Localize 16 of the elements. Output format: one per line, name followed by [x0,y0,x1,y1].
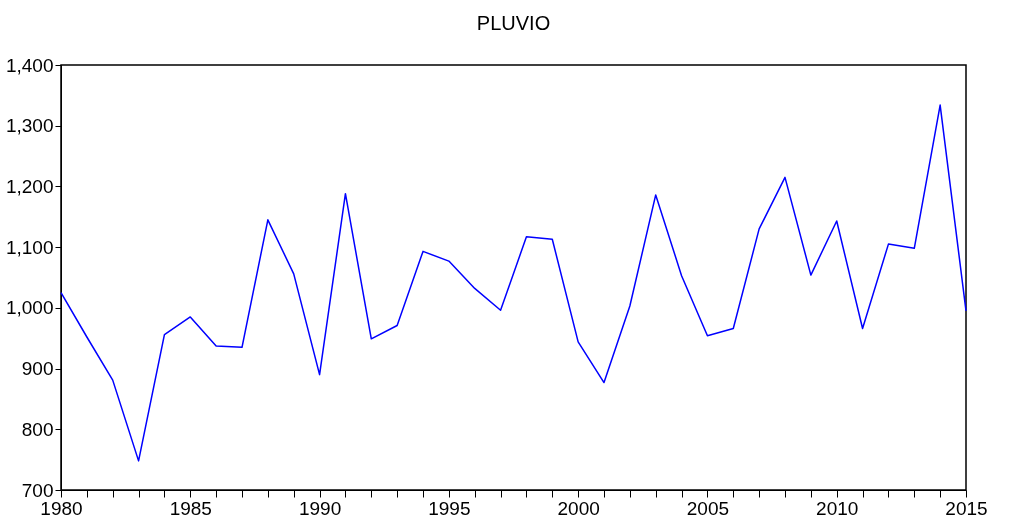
y-tick-label: 1,200 [5,175,54,197]
x-tick-label: 2015 [945,497,988,519]
x-tick-label: 2010 [816,497,859,519]
chart-title: PLUVIO [476,12,551,34]
x-tick-label: 2005 [686,497,730,519]
y-tick-label: 900 [21,358,54,380]
x-tick-label: 1985 [169,497,212,519]
y-tick-label: 1,000 [5,297,54,319]
line-series [60,104,967,462]
y-tick-label: 1,300 [5,115,54,137]
x-tick-label: 1995 [428,497,471,519]
y-tick-label: 800 [21,418,54,440]
x-tick-label: 2000 [557,497,600,519]
y-tick-label: 1,100 [5,236,54,258]
y-tick-label: 1,400 [5,54,54,76]
x-tick-label: 1990 [298,497,342,519]
